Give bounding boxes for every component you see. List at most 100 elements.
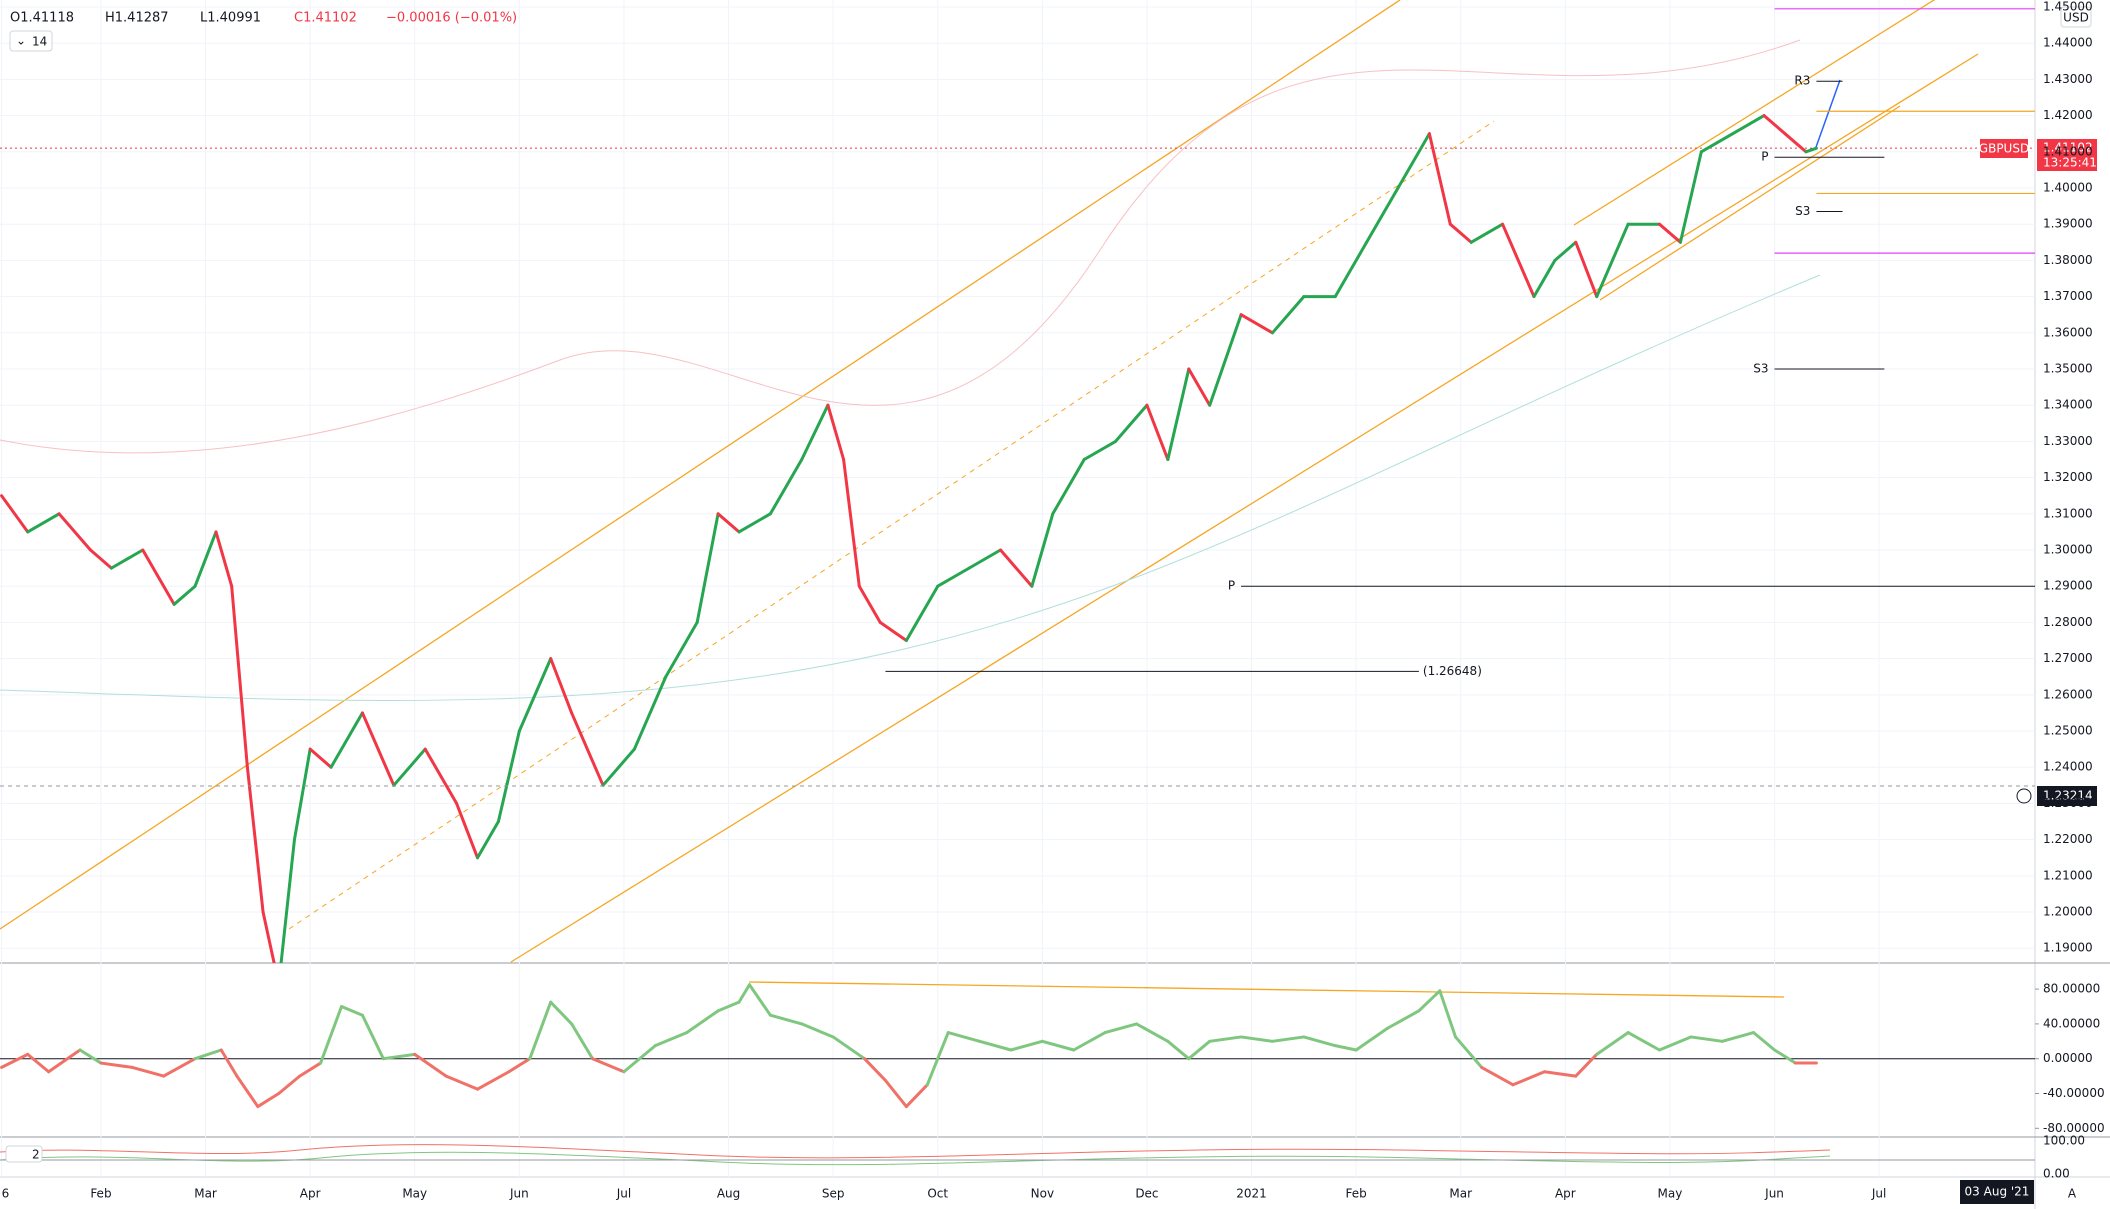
channels: [0, 0, 1979, 963]
level-label: (1.26648): [1423, 664, 1482, 678]
auto-scale-button[interactable]: A: [2068, 1187, 2077, 1201]
ohlc-change: −0.00016 (−0.01%): [386, 11, 517, 26]
osc-segment: [507, 1057, 532, 1074]
price-segment: [1574, 240, 1599, 299]
x-tick-label: 6: [2, 1187, 10, 1201]
osc-segment: [1134, 1022, 1170, 1043]
price-segment: [141, 548, 176, 606]
price-segment: [193, 530, 218, 588]
osc-tick-label: -40.00000: [2043, 1086, 2105, 1100]
y-tick-label: 1.23000: [2043, 796, 2093, 810]
y-tick-label: 1.37000: [2043, 289, 2093, 303]
indicator-toggle[interactable]: [9, 30, 53, 52]
y-tick-label: 1.36000: [2043, 325, 2093, 339]
ohlc-low: L1.40991: [200, 11, 261, 26]
osc-segment: [99, 1061, 134, 1069]
osc-segment: [904, 1083, 929, 1109]
y-tick-label: 1.27000: [2043, 651, 2093, 665]
price-segment: [857, 584, 882, 624]
divergence-line: [748, 981, 1785, 998]
y-tick-label: 1.32000: [2043, 470, 2093, 484]
osc-segment: [978, 1039, 1013, 1052]
osc-tick-label: 40.00000: [2043, 1016, 2100, 1030]
bollinger-band: [0, 39, 1801, 454]
osc-segment: [1208, 1035, 1243, 1043]
osc-segment: [1040, 1039, 1076, 1052]
y-tick-label: 1.45000: [2043, 0, 2093, 13]
osc-segment: [1689, 1035, 1724, 1043]
ohlc-close: C1.41102: [294, 11, 357, 26]
price-segment: [1270, 295, 1306, 335]
osc-segment: [1333, 1044, 1358, 1052]
price-tag-countdown: 13:25:41: [2043, 156, 2097, 170]
price-segment: [967, 548, 1003, 570]
osc-segment: [549, 1000, 574, 1026]
y-tick-label: 1.38000: [2043, 253, 2093, 267]
x-tick-label: Sep: [822, 1187, 845, 1201]
osc-segment: [768, 1013, 804, 1026]
osc-segment: [1302, 1035, 1337, 1048]
crosshair-plus[interactable]: [2016, 788, 2032, 804]
channel-midline: [288, 120, 1495, 930]
price-segment: [1595, 222, 1630, 299]
price-segment: [695, 512, 720, 624]
osc-segment: [1454, 1035, 1484, 1069]
osc-segment: [235, 1074, 260, 1109]
x-tick-label: Oct: [927, 1187, 948, 1201]
x-tick-label: Mar: [194, 1187, 217, 1201]
price-segment: [1427, 132, 1452, 226]
osc-segment: [1511, 1070, 1546, 1087]
osc2-tick-label: 100.00: [2043, 1134, 2085, 1148]
price-segment: [109, 548, 145, 570]
osc-segment: [0, 1052, 30, 1069]
y-tick-label: 1.39000: [2043, 217, 2093, 231]
osc-segment: [78, 1048, 103, 1065]
price-segment: [1187, 367, 1212, 407]
x-tick-label: Aug: [717, 1187, 740, 1201]
price-segment: [632, 675, 668, 751]
osc2-line: [0, 1144, 1831, 1159]
osc-segment: [1009, 1039, 1044, 1052]
price-segment: [1114, 403, 1149, 443]
osc-segment: [570, 1022, 595, 1061]
osc-segment: [747, 983, 772, 1017]
y-tick-label: 1.22000: [2043, 832, 2093, 846]
price-segment: [1678, 150, 1703, 244]
price-segment: [664, 620, 699, 679]
osc2-toggle[interactable]: [5, 1145, 43, 1163]
osc-segment: [1386, 1009, 1421, 1030]
ohlc-open: O1.41118: [10, 11, 74, 26]
y-tick-label: 1.28000: [2043, 615, 2093, 629]
osc-segment: [800, 1022, 835, 1039]
osc-segment: [130, 1065, 166, 1078]
price-segment: [329, 711, 364, 769]
price-segment: [737, 512, 772, 534]
crosshair-date-tag: [1960, 1180, 2034, 1204]
y-tick-label: 1.20000: [2043, 905, 2093, 919]
price-segment: [800, 403, 830, 462]
y-tick-label: 1.35000: [2043, 362, 2093, 376]
osc-segment: [1187, 1039, 1212, 1061]
level-label: S3: [1753, 362, 1768, 376]
y-tick-label: 1.30000: [2043, 543, 2093, 557]
price-segment: [0, 494, 30, 534]
currency-button[interactable]: [2060, 6, 2092, 28]
y-tick-label: 1.25000: [2043, 724, 2093, 738]
level-label: R3: [1794, 74, 1810, 88]
price-panel: P (1.26648) S3 S3 P R3: [0, 8, 2035, 963]
osc-segment: [1752, 1031, 1777, 1052]
price-segment: [904, 584, 940, 643]
interval-badge: 14: [32, 35, 47, 49]
symbol-tag: [1980, 139, 2028, 158]
x-tick-label: Dec: [1135, 1187, 1158, 1201]
y-tick-label: 1.43000: [2043, 72, 2093, 86]
price-segment: [1553, 240, 1578, 262]
price-segment: [1762, 114, 1787, 136]
price-segment: [88, 548, 113, 570]
osc-segment: [1103, 1022, 1138, 1035]
osc-segment: [1626, 1031, 1661, 1052]
osc-segment: [528, 1000, 553, 1061]
crosshair-price: 1.23214: [2043, 789, 2093, 803]
price-segment: [1783, 132, 1808, 154]
